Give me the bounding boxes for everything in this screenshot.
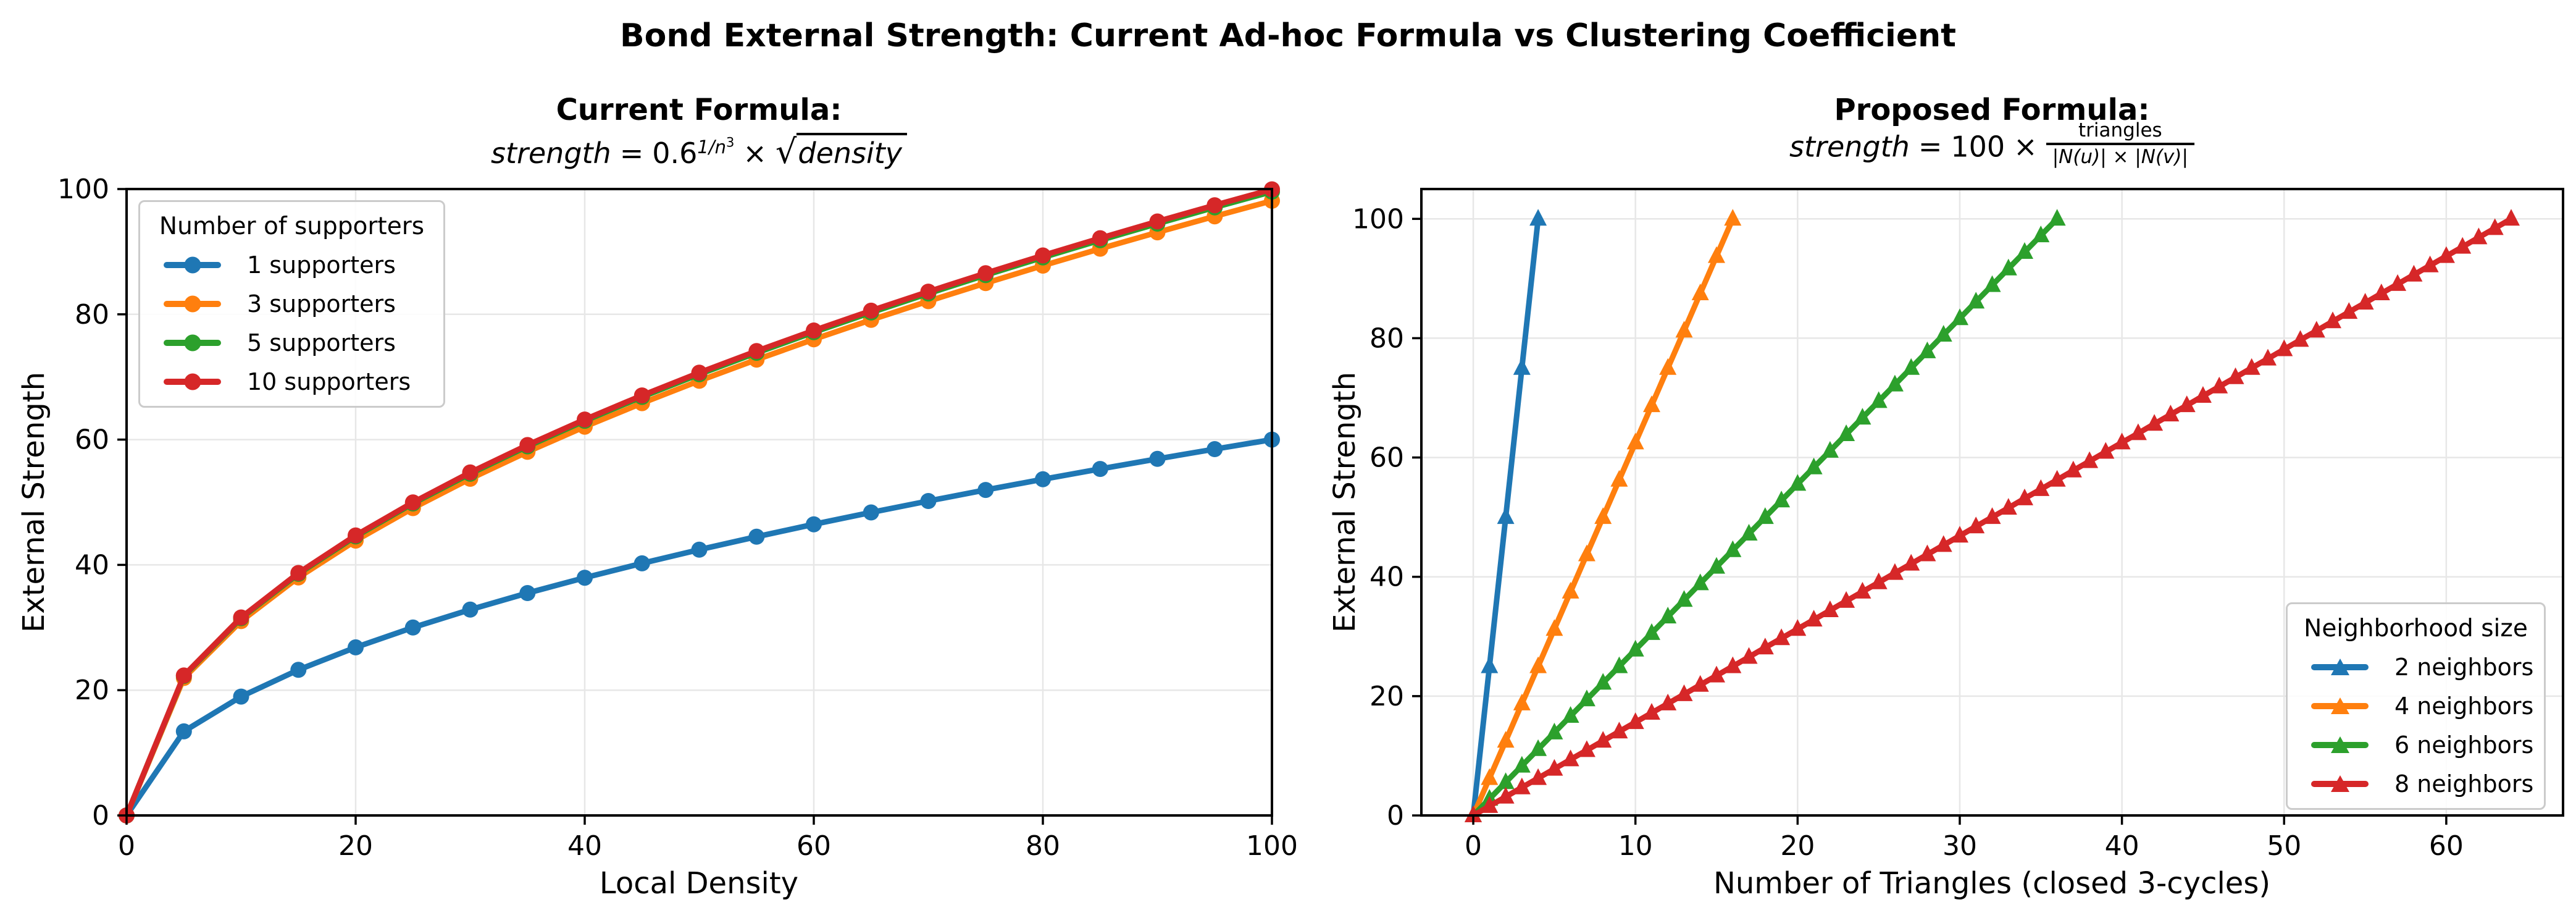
figure-title: Bond External Strength: Current Ad-hoc F… (619, 17, 1957, 54)
right-chart-formula: strength = 100 × triangles |N(u)| × |N(v)| (1789, 119, 2194, 174)
svg-text:40: 40 (567, 830, 602, 862)
legend-item-label: 6 neighbors (2394, 731, 2534, 759)
svg-text:40: 40 (75, 549, 109, 581)
legend-item: 5 supporters (151, 323, 432, 362)
formula-times: × (2014, 130, 2038, 164)
legend-items: 2 neighbors 4 neighbors 6 neighbors 8 neigh… (2299, 647, 2533, 803)
legend-item: 4 neighbors (2299, 686, 2533, 725)
svg-text:40: 40 (1370, 562, 1404, 593)
formula-coefficient: 100 (1951, 130, 2005, 164)
left-chart-title: Current Formula: (556, 93, 842, 127)
legend-item-label: 10 supporters (247, 368, 411, 395)
formula-base: 0.6 (652, 137, 698, 170)
svg-text:60: 60 (1370, 442, 1404, 474)
legend-neighbors: Neighborhood size 2 neighbors 4 neighbors… (2286, 602, 2546, 810)
triangle-marker-icon (2330, 775, 2349, 792)
svg-text:20: 20 (75, 675, 109, 706)
svg-text:60: 60 (2429, 830, 2464, 862)
svg-text:0: 0 (1387, 800, 1404, 832)
legend-item: 1 supporters (151, 245, 432, 284)
sqrt-icon: √ (775, 132, 797, 171)
legend-item: 2 neighbors (2299, 647, 2533, 686)
svg-text:0: 0 (1465, 830, 1482, 862)
svg-text:0: 0 (92, 800, 109, 832)
series-4-neighbors (1465, 209, 1742, 822)
svg-text:20: 20 (338, 830, 373, 862)
legend-title: Number of supporters (159, 212, 425, 240)
svg-text:60: 60 (797, 830, 831, 862)
svg-text:100: 100 (57, 174, 109, 205)
formula-lhs: strength (1789, 130, 1910, 164)
svg-text:60: 60 (75, 424, 109, 456)
triangle-marker-icon (2330, 658, 2349, 675)
legend-item-label: 4 neighbors (2394, 692, 2534, 720)
legend-line-swatch (164, 295, 221, 313)
legend-line-swatch (164, 334, 221, 352)
svg-text:30: 30 (1942, 830, 1977, 862)
legend-line-swatch (2311, 658, 2369, 676)
legend-line-swatch (2311, 736, 2369, 754)
legend-item-label: 5 supporters (247, 329, 396, 356)
legend-item-label: 8 neighbors (2394, 770, 2534, 798)
svg-text:10: 10 (1618, 830, 1653, 862)
legend-item-label: 3 supporters (247, 290, 396, 318)
svg-text:20: 20 (1370, 681, 1404, 712)
legend-item: 3 supporters (151, 284, 432, 323)
legend-item-label: 1 supporters (247, 251, 396, 279)
formula-equals: = (619, 137, 644, 170)
formula-denominator: |N(u)| × |N(v)| (2046, 142, 2194, 169)
legend-title: Neighborhood size (2304, 614, 2528, 642)
triangle-marker-icon (2330, 736, 2349, 753)
formula-exponent: 1/n3 (697, 135, 735, 158)
legend-line-swatch (164, 373, 221, 391)
left-y-axis-label: External Strength (17, 371, 51, 633)
svg-text:50: 50 (2267, 830, 2301, 862)
circle-marker-icon (184, 334, 201, 351)
legend-supporters: Number of supporters 1 supporters 3 suppo… (138, 200, 445, 408)
legend-item-label: 2 neighbors (2394, 653, 2534, 681)
formula-exponent-power: 3 (726, 135, 735, 150)
svg-text:80: 80 (75, 299, 109, 331)
svg-text:0: 0 (118, 830, 135, 862)
svg-text:40: 40 (2105, 830, 2139, 862)
formula-lhs: strength (490, 137, 611, 170)
formula-fraction: triangles |N(u)| × |N(v)| (2046, 119, 2194, 169)
formula-times: × (743, 137, 767, 170)
triangle-marker-icon (2330, 697, 2349, 714)
circle-marker-icon (184, 373, 201, 390)
legend-line-swatch (2311, 697, 2369, 715)
legend-line-swatch (164, 256, 221, 274)
svg-text:80: 80 (1026, 830, 1060, 862)
formula-numerator: triangles (2078, 119, 2162, 141)
series-2-neighbors (1465, 209, 1547, 822)
right-y-axis-label: External Strength (1328, 371, 1362, 633)
svg-text:100: 100 (1246, 830, 1298, 862)
svg-text:100: 100 (1352, 203, 1404, 235)
formula-equals: = (1918, 130, 1942, 164)
legend-item: 10 supporters (151, 362, 432, 401)
right-chart-title: Proposed Formula: (1834, 93, 2150, 127)
series-1-supporters (119, 431, 1280, 823)
legend-line-swatch (2311, 775, 2369, 793)
legend-items: 1 supporters 3 supporters 5 supporters 10 s… (151, 245, 432, 401)
series-6-neighbors (1465, 209, 2066, 822)
svg-text:20: 20 (1780, 830, 1815, 862)
svg-text:80: 80 (1370, 322, 1404, 354)
legend-item: 6 neighbors (2299, 725, 2533, 764)
sqrt-radical: √density (776, 132, 908, 171)
legend-item: 8 neighbors (2299, 764, 2533, 803)
circle-marker-icon (184, 256, 201, 273)
left-x-axis-label: Local Density (599, 866, 799, 901)
left-chart-formula: strength = 0.61/n3 × √density (490, 132, 908, 171)
formula-radicand: density (797, 133, 908, 170)
circle-marker-icon (184, 295, 201, 312)
right-x-axis-label: Number of Triangles (closed 3-cycles) (1713, 866, 2271, 901)
formula-exponent-text: 1/n (697, 136, 727, 158)
